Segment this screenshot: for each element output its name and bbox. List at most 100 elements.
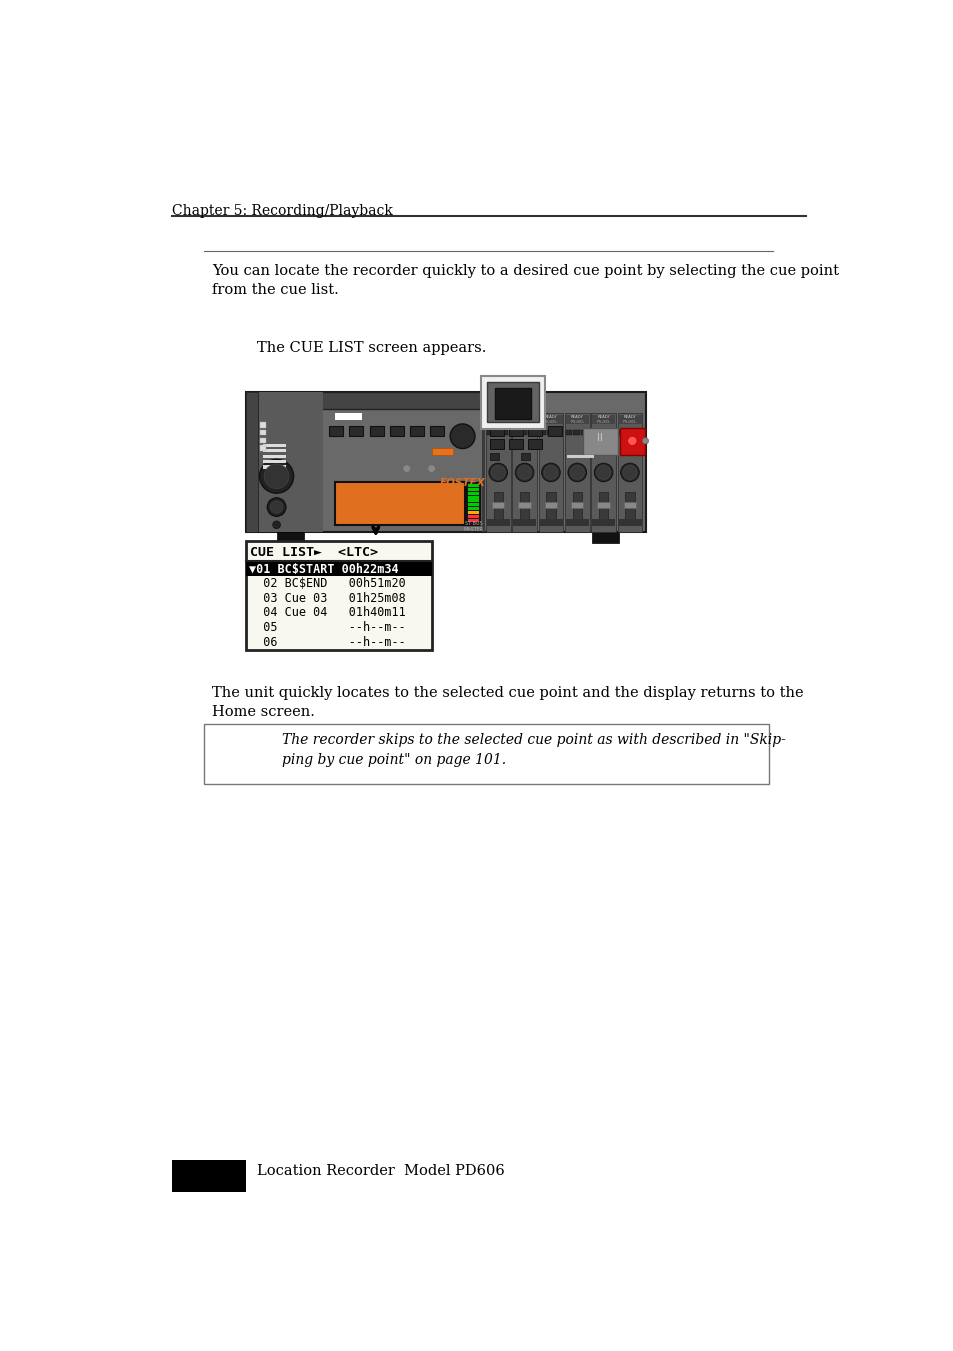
Circle shape <box>543 466 558 480</box>
Text: 04 Cue 04   01h40m11: 04 Cue 04 01h40m11 <box>249 607 406 619</box>
Bar <box>431 447 453 455</box>
Bar <box>468 500 478 503</box>
Bar <box>572 492 581 519</box>
Circle shape <box>259 459 294 493</box>
Bar <box>624 492 634 519</box>
Circle shape <box>427 465 435 473</box>
Bar <box>335 482 464 524</box>
Bar <box>487 382 537 423</box>
Bar <box>565 430 571 435</box>
Text: PH1: PH1 <box>500 423 509 427</box>
Text: PTL/BCL: PTL/BCL <box>543 420 558 424</box>
Bar <box>468 492 478 494</box>
Text: CUE LIST►  <LTC>: CUE LIST► <LTC> <box>250 546 377 558</box>
Text: The CUE LIST screen appears.: The CUE LIST screen appears. <box>257 340 486 355</box>
Bar <box>517 501 530 508</box>
Bar <box>245 561 431 576</box>
Bar <box>513 415 536 424</box>
Bar <box>245 392 323 532</box>
Bar <box>468 488 478 490</box>
Bar <box>259 430 266 435</box>
Bar <box>262 450 286 453</box>
Bar <box>410 426 423 436</box>
Text: PTL/BCL: PTL/BCL <box>517 420 531 424</box>
Text: ST BUS
MASTER: ST BUS MASTER <box>463 521 483 532</box>
Bar <box>513 430 518 435</box>
Text: READY: READY <box>517 415 531 419</box>
Bar <box>369 426 383 436</box>
Text: READY: READY <box>544 415 557 419</box>
Bar <box>618 430 624 435</box>
Bar <box>509 426 522 436</box>
Text: READY: READY <box>623 415 636 419</box>
Bar <box>546 430 553 435</box>
Bar <box>538 415 562 424</box>
Bar <box>567 455 594 458</box>
Circle shape <box>267 497 286 516</box>
Bar <box>204 724 768 785</box>
Text: II: II <box>597 434 602 443</box>
Bar <box>618 415 641 424</box>
Bar <box>485 413 510 532</box>
Bar <box>513 519 536 527</box>
Bar <box>580 430 587 435</box>
Text: 03 Cue 03   01h25m08: 03 Cue 03 01h25m08 <box>249 592 406 605</box>
Bar <box>538 430 545 435</box>
Text: FOSTEX: FOSTEX <box>439 478 485 488</box>
Circle shape <box>515 463 534 482</box>
Bar <box>486 519 509 527</box>
Bar <box>528 439 542 450</box>
Bar <box>489 439 503 450</box>
Bar <box>262 455 286 458</box>
Text: PTL/BCL: PTL/BCL <box>622 420 637 424</box>
Bar <box>565 519 588 527</box>
Bar <box>303 392 505 408</box>
Circle shape <box>627 436 637 446</box>
Bar <box>262 466 286 469</box>
Circle shape <box>641 438 648 444</box>
Bar <box>245 392 257 532</box>
Circle shape <box>450 424 475 449</box>
Bar <box>528 430 534 435</box>
Bar <box>633 430 639 435</box>
Circle shape <box>594 463 612 482</box>
Bar <box>573 430 579 435</box>
Bar <box>259 423 266 428</box>
Text: PTL/BCL: PTL/BCL <box>596 420 610 424</box>
Bar <box>520 430 526 435</box>
Bar <box>495 389 530 419</box>
Bar <box>591 413 616 532</box>
Bar <box>259 438 266 443</box>
Bar <box>625 430 632 435</box>
Circle shape <box>273 521 280 528</box>
Bar <box>329 426 343 436</box>
Bar <box>172 1161 245 1193</box>
Bar <box>599 430 605 435</box>
Bar <box>349 426 363 436</box>
Circle shape <box>402 465 410 473</box>
Text: ▼01 BC$START 00h22m34: ▼01 BC$START 00h22m34 <box>249 562 398 576</box>
Bar <box>486 415 509 424</box>
Bar <box>544 501 557 508</box>
Bar <box>276 532 303 543</box>
Bar <box>468 515 478 517</box>
Bar <box>565 415 588 424</box>
Bar <box>582 428 617 455</box>
Bar <box>512 413 537 532</box>
Bar <box>468 484 478 488</box>
Text: READY: READY <box>570 415 583 419</box>
Text: The unit quickly locates to the selected cue point and the display returns to th: The unit quickly locates to the selected… <box>212 686 803 719</box>
Text: READY: READY <box>597 415 609 419</box>
Circle shape <box>264 463 289 489</box>
Bar <box>617 413 641 532</box>
Bar <box>555 430 560 435</box>
Circle shape <box>270 501 282 513</box>
Bar <box>468 503 478 507</box>
Text: 05          --h--m--: 05 --h--m-- <box>249 621 406 634</box>
Bar <box>509 439 522 450</box>
Circle shape <box>570 466 583 480</box>
Circle shape <box>491 466 505 480</box>
Bar <box>538 519 562 527</box>
Circle shape <box>596 466 610 480</box>
Bar <box>537 413 562 532</box>
